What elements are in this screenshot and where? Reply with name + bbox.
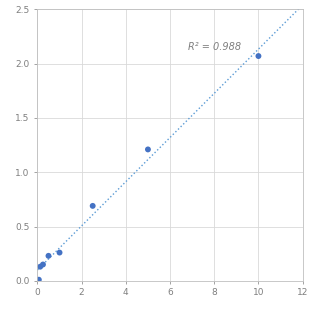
Text: R² = 0.988: R² = 0.988 [188,41,241,51]
Point [41,262,46,267]
Point [46,253,51,258]
Point [36,277,41,282]
Point [90,203,95,208]
Point [145,147,150,152]
Point [57,250,62,255]
Point [38,264,43,269]
Point [256,54,261,59]
